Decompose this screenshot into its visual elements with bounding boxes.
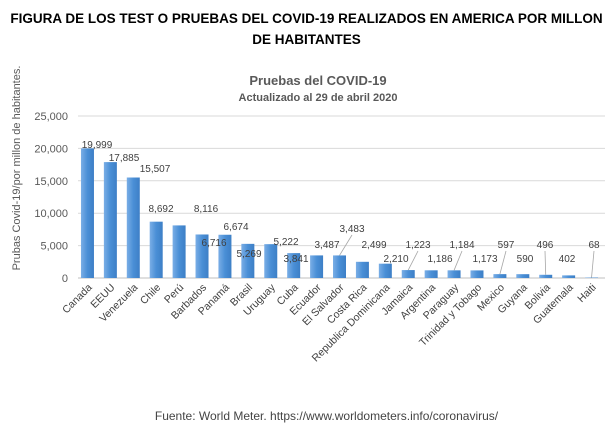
data-label: 2,499 [361, 240, 386, 251]
leader-line [591, 250, 595, 278]
bar [493, 274, 507, 278]
data-label: 496 [537, 240, 554, 251]
bar [103, 162, 117, 278]
bar [195, 234, 209, 278]
bar [378, 263, 392, 278]
data-label: 1,184 [449, 240, 474, 251]
category-label: Haiti [575, 282, 598, 305]
data-label: 8,116 [194, 204, 219, 215]
y-tick-label: 0 [62, 273, 68, 285]
y-tick-label: 15,000 [34, 176, 68, 188]
bar [470, 270, 484, 278]
leader-line [544, 250, 547, 275]
data-label: 402 [559, 254, 576, 265]
data-label: 597 [498, 240, 515, 251]
chart-title: Pruebas del COVID-19 [249, 73, 386, 88]
bar [355, 261, 369, 278]
data-label: 3,483 [339, 224, 364, 235]
bar [424, 270, 438, 278]
y-tick-label: 20,000 [34, 143, 68, 155]
data-label: 1,173 [472, 254, 497, 265]
bar [562, 275, 576, 278]
leader-line [453, 250, 463, 271]
chart-subtitle: Actualizado al 29 de abril 2020 [239, 92, 398, 104]
bar [80, 148, 94, 278]
category-label: Chile [138, 282, 164, 308]
bar [241, 243, 255, 278]
data-label: 15,507 [140, 164, 171, 175]
data-label: 6,716 [201, 238, 226, 249]
bar [264, 244, 278, 278]
bar [310, 255, 324, 278]
data-label: 1,223 [405, 240, 430, 251]
figure-title: FIGURA DE LOS TEST O PRUEBAS DEL COVID-1… [10, 11, 603, 47]
leader-line [407, 250, 419, 271]
category-label: Canada [60, 282, 95, 317]
data-label: 5,222 [273, 237, 298, 248]
bar [539, 274, 553, 278]
bar [287, 253, 301, 278]
data-label: 1,186 [427, 254, 452, 265]
source-footer: Fuente: World Meter. https://www.worldom… [154, 409, 499, 423]
data-label: 590 [517, 254, 534, 265]
y-tick-label: 10,000 [34, 208, 68, 220]
data-label: 68 [588, 240, 600, 251]
bar [333, 255, 346, 278]
bar [149, 221, 163, 278]
y-tick-label: 5,000 [40, 241, 68, 253]
data-label: 5,269 [236, 249, 261, 260]
data-label: 3,487 [314, 240, 339, 251]
data-label: 3,841 [283, 254, 308, 265]
y-tick-label: 25,000 [34, 111, 68, 123]
bar [516, 274, 530, 278]
leader-line [499, 250, 507, 275]
bar [401, 270, 415, 278]
leader-line [339, 234, 353, 256]
bar [172, 225, 186, 278]
bar [447, 270, 461, 278]
bar [126, 177, 140, 278]
data-label: 19,999 [82, 140, 113, 151]
data-label: 6,674 [223, 222, 248, 233]
bar [218, 234, 232, 278]
data-label: 17,885 [109, 153, 140, 164]
data-label: 2,210 [383, 254, 408, 265]
y-axis-label: Prubas Covid-19/por millon de habitantes… [11, 66, 23, 271]
data-label: 8,692 [148, 204, 173, 215]
